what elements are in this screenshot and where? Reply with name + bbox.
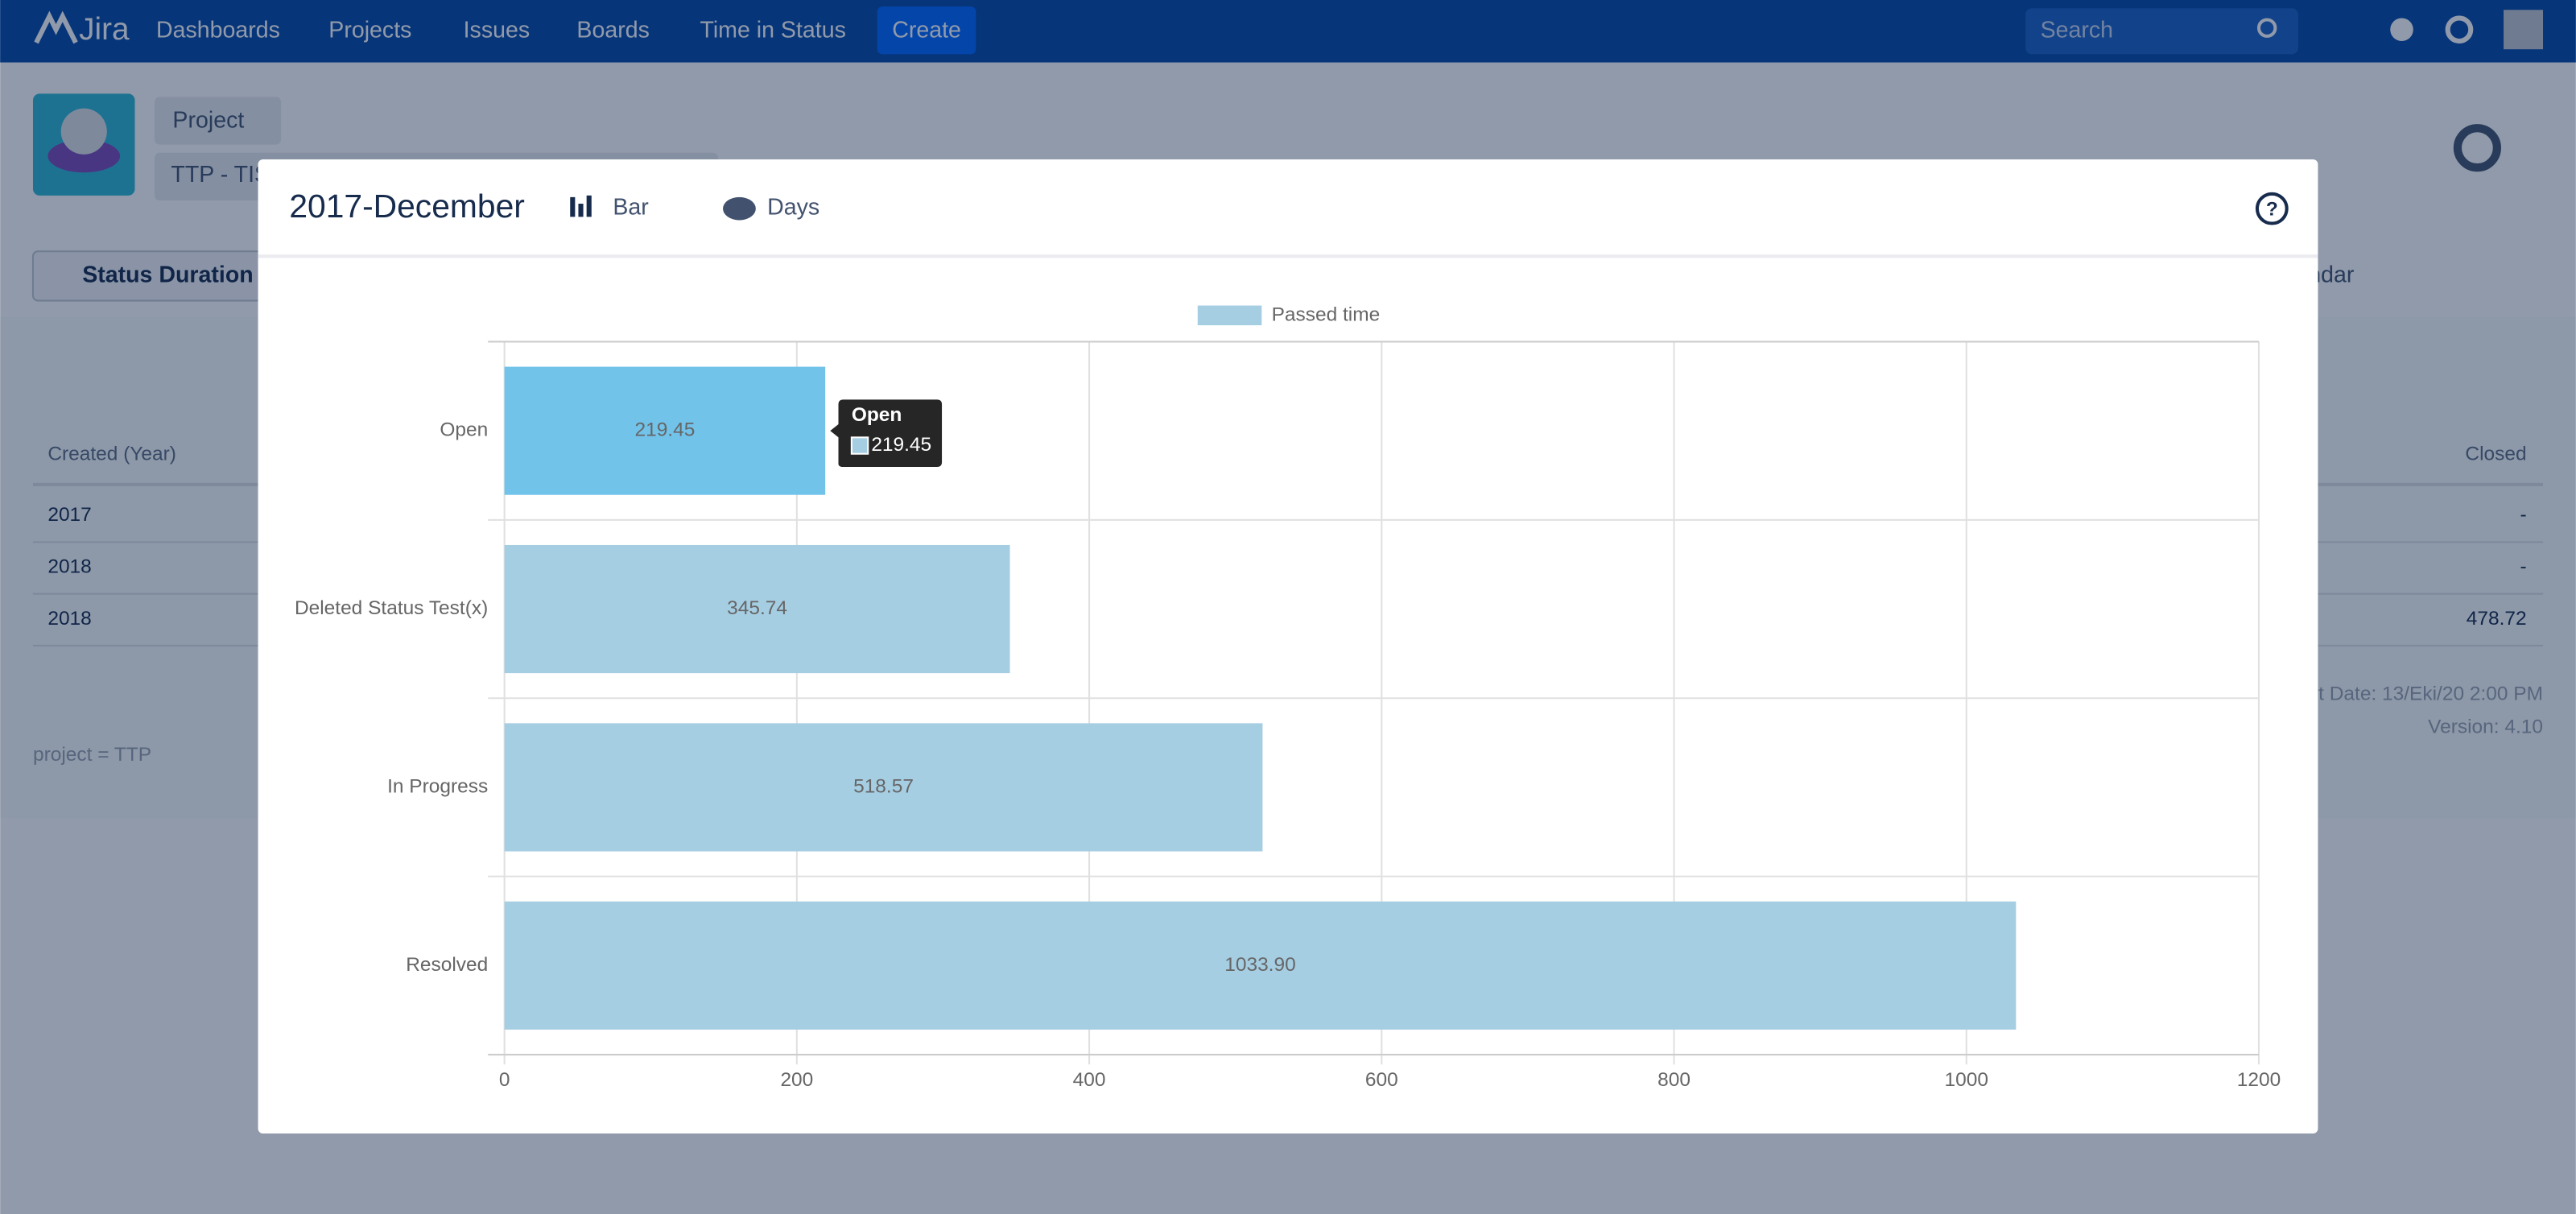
project-name[interactable]: TTP - TIS [171, 162, 270, 188]
footer-text: Version: 4.10 [2428, 716, 2543, 737]
settings-icon[interactable] [2445, 15, 2474, 44]
unit-select[interactable]: Days [767, 195, 819, 221]
create-label[interactable]: Create [892, 17, 961, 43]
x-tick-label: 1000 [1945, 1069, 1988, 1091]
project-avatar-art [47, 139, 121, 173]
bar[interactable] [504, 723, 1263, 852]
data-label: 1033.90 [1224, 954, 1295, 976]
legend-label: Passed time [1272, 304, 1381, 325]
nav-item[interactable]: Boards [576, 17, 649, 43]
bar-icon[interactable] [586, 195, 592, 217]
table-cell: 2018 [47, 555, 91, 577]
table-cell: 2018 [47, 608, 91, 630]
logo[interactable]: Jira [79, 12, 130, 47]
x-tick-label: 0 [499, 1069, 510, 1091]
bar-icon[interactable] [578, 204, 584, 217]
report-button-label[interactable]: Status Duration [82, 262, 254, 287]
jira-icon [34, 10, 78, 44]
project-button-label[interactable]: Project [172, 108, 244, 134]
x-tick-label: 400 [1073, 1069, 1106, 1091]
gear-icon[interactable] [2453, 124, 2501, 172]
y-tick-label: Open [440, 419, 488, 441]
table-cell: - [2520, 555, 2526, 577]
help-mark[interactable]: ? [2266, 199, 2278, 221]
eye-icon[interactable] [723, 196, 756, 221]
footer-text: rt Date: 13/Eki/20 2:00 PM [2312, 683, 2543, 705]
table-cell: - [2520, 504, 2526, 526]
x-tick-label: 800 [1657, 1069, 1690, 1091]
y-tick-label: Deleted Status Test(x) [295, 597, 488, 619]
y-tick-label: In Progress [387, 775, 488, 797]
tooltip-swatch [850, 436, 869, 455]
help-icon[interactable] [2390, 18, 2413, 42]
bar-icon[interactable] [570, 196, 576, 217]
bar[interactable] [504, 901, 2017, 1030]
table-cell: 2017 [47, 504, 91, 526]
chart-type-select[interactable]: Bar [613, 195, 649, 221]
table-header: Closed [2465, 444, 2526, 465]
nav-item[interactable]: Time in Status [700, 17, 845, 43]
data-label: 345.74 [727, 597, 787, 619]
bar[interactable] [504, 544, 1010, 674]
data-label: 219.45 [634, 419, 695, 441]
avatar[interactable] [2504, 10, 2544, 50]
search-icon [2256, 18, 2277, 38]
data-label: 518.57 [853, 775, 914, 797]
tooltip-value: 219.45 [871, 434, 931, 456]
create-button[interactable] [877, 6, 976, 55]
nav-item[interactable]: Dashboards [156, 17, 280, 43]
project-avatar-art [60, 108, 107, 155]
bar[interactable] [504, 366, 826, 495]
nav-item[interactable]: Projects [328, 17, 411, 43]
project-button[interactable] [154, 97, 282, 145]
search-box[interactable] [2025, 8, 2298, 55]
nav-item[interactable]: Issues [464, 17, 530, 43]
help-button[interactable] [2255, 192, 2289, 225]
search-placeholder[interactable]: Search [2041, 17, 2113, 43]
legend-swatch [1197, 305, 1262, 326]
table-header: Created (Year) [47, 444, 176, 465]
x-tick-label: 200 [780, 1069, 813, 1091]
x-tick-label: 600 [1365, 1069, 1398, 1091]
query-text: project = TTP [33, 744, 151, 766]
table-cell: 478.72 [2467, 608, 2527, 630]
modal-title: 2017-December [289, 188, 525, 225]
x-tick-label: 1200 [2237, 1069, 2281, 1091]
y-tick-label: Resolved [406, 954, 488, 976]
tooltip-title: Open [852, 404, 902, 426]
